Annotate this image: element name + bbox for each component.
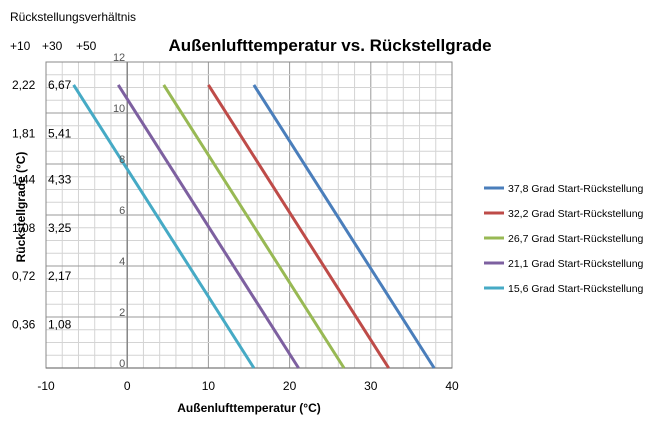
ratio-table: +10 +30 +50 2,22 6,67 1,81 5,41 1,44 4,33 1,08 3,2… [10,39,97,332]
x-tick-label: 20 [283,379,297,393]
ratio-value: 5,41 [48,126,72,140]
y-tick-label: 4 [119,256,125,268]
ratio-column-label: +50 [76,39,97,53]
plot-grid [45,61,453,369]
plot-axes [45,61,453,369]
ratio-value: 1,44 [12,172,36,186]
series-lines [72,84,436,369]
ratio-value: 4,33 [48,172,72,186]
legend-label: 21,1 Grad Start-Rückstellung [508,258,644,270]
legend-label: 32,2 Grad Start-Rückstellung [508,208,644,220]
series-line [117,84,300,369]
ratio-value: 2,22 [12,78,36,92]
tick-labels: -10 0 10 20 30 40 0 2 4 6 8 10 12 [37,52,459,393]
ratio-value: 1,08 [48,318,72,332]
legend-label: 26,7 Grad Start-Rückstellung [508,233,644,245]
ratio-value: 3,25 [48,221,72,235]
x-tick-label: 40 [445,379,459,393]
ratio-column-label: +30 [42,39,63,53]
ratio-value: 1,81 [12,126,36,140]
ratio-value: 2,17 [48,269,72,283]
x-tick-label: -10 [37,379,55,393]
x-tick-label: 30 [364,379,378,393]
x-tick-label: 10 [202,379,216,393]
x-axis-label: Außenlufttemperatur (°C) [177,401,320,415]
y-tick-label: 6 [119,205,125,217]
y-axis-label: Rückstellgrade (°C) [14,152,28,263]
y-tick-label: 2 [119,307,125,319]
series-line [207,84,390,369]
ratio-value: 0,36 [12,318,36,332]
legend-label: 15,6 Grad Start-Rückstellung [508,283,644,295]
ratio-value: 0,72 [12,269,36,283]
ratio-value: 1,08 [12,221,36,235]
x-tick-label: 0 [124,379,131,393]
y-tick-label: 12 [113,52,125,64]
series-line [252,84,436,369]
y-tick-label: 10 [113,103,125,115]
ratio-value: 6,67 [48,78,72,92]
y-tick-label: 0 [119,358,125,370]
series-line [162,84,346,369]
series-line [72,84,256,369]
ratio-header: Rückstellungsverhältnis [10,10,136,24]
y-tick-label: 8 [119,154,125,166]
chart-title: Außenlufttemperatur vs. Rückstellgrade [168,36,491,55]
legend: 37,8 Grad Start-Rückstellung 32,2 Grad St… [484,183,644,295]
ratio-column-label: +10 [10,39,31,53]
legend-label: 37,8 Grad Start-Rückstellung [508,183,644,195]
